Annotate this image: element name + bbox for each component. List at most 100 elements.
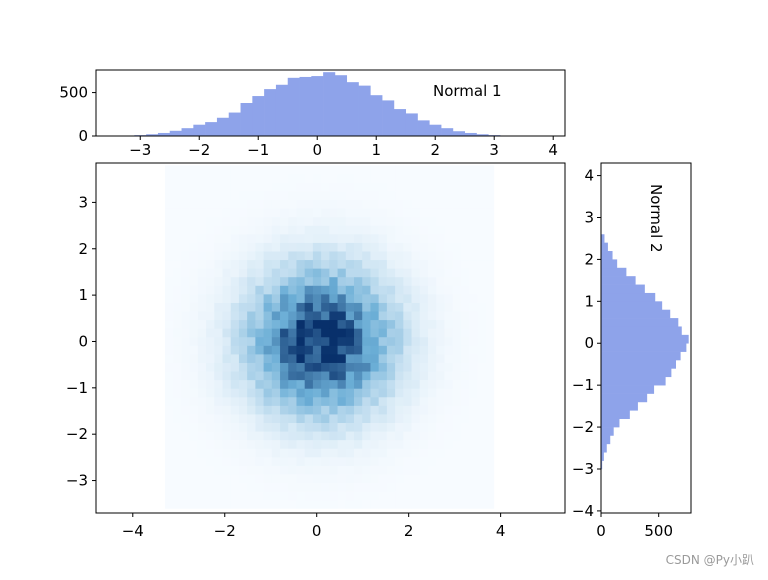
heatmap-cell <box>247 500 256 509</box>
heatmap-cell <box>354 182 363 191</box>
heatmap-cell <box>428 260 437 269</box>
heatmap-cell <box>206 345 215 354</box>
heatmap-cell <box>272 165 281 174</box>
heatmap-cell <box>420 277 429 286</box>
heatmap-cell <box>362 294 371 303</box>
heatmap-cell <box>461 208 470 217</box>
heatmap-cell <box>370 474 379 483</box>
heatmap-cell <box>223 465 232 474</box>
heatmap-cell <box>173 405 182 414</box>
right-histogram-bar <box>601 435 610 444</box>
heatmap-cell <box>280 251 289 260</box>
heatmap-cell <box>181 225 190 234</box>
heatmap-cell <box>206 337 215 346</box>
heatmap-cell <box>181 491 190 500</box>
heatmap-cell <box>280 268 289 277</box>
heatmap-cell <box>239 448 248 457</box>
heatmap-cell <box>461 491 470 500</box>
heatmap-cell <box>477 405 486 414</box>
heatmap-cell <box>453 303 462 312</box>
heatmap-cell <box>173 380 182 389</box>
heatmap-cell <box>428 354 437 363</box>
heatmap-cell <box>190 311 199 320</box>
heatmap-cell <box>198 294 207 303</box>
heatmap-cell <box>288 311 297 320</box>
top-y-tick-label: 500 <box>59 84 88 102</box>
heatmap-cell <box>321 337 330 346</box>
heatmap-cell <box>264 260 273 269</box>
heatmap-cell <box>198 217 207 226</box>
heatmap-cell <box>313 337 322 346</box>
heatmap-cell <box>288 285 297 294</box>
heatmap-cell <box>338 500 347 509</box>
heatmap-cell <box>420 380 429 389</box>
heatmap-cell <box>223 423 232 432</box>
heatmap-cell <box>231 328 240 337</box>
heatmap-cell <box>239 208 248 217</box>
heatmap-cell <box>280 277 289 286</box>
heatmap-cell <box>453 328 462 337</box>
heatmap-cell <box>280 423 289 432</box>
heatmap-cell <box>255 260 264 269</box>
heatmap-cell <box>395 431 404 440</box>
heatmap-cell <box>453 500 462 509</box>
heatmap-cell <box>214 431 223 440</box>
heatmap-cell <box>321 500 330 509</box>
heatmap-cell <box>412 260 421 269</box>
heatmap-cell <box>231 320 240 329</box>
heatmap-cell <box>346 294 355 303</box>
heatmap-cell <box>387 165 396 174</box>
heatmap-cell <box>469 191 478 200</box>
heatmap-cell <box>239 465 248 474</box>
heatmap-cell <box>395 440 404 449</box>
heatmap-cell <box>165 285 174 294</box>
heatmap-cell <box>420 311 429 320</box>
heatmap-cell <box>387 474 396 483</box>
heatmap-cell <box>338 191 347 200</box>
heatmap-cell <box>379 423 388 432</box>
heatmap-cell <box>362 363 371 372</box>
heatmap-cell <box>477 200 486 209</box>
heatmap-cell <box>296 423 305 432</box>
heatmap-cell <box>403 423 412 432</box>
heatmap-cell <box>461 260 470 269</box>
heatmap-cell <box>223 363 232 372</box>
heatmap-cell <box>264 448 273 457</box>
heatmap-cell <box>296 491 305 500</box>
heatmap-cell <box>379 483 388 492</box>
heatmap-cell <box>214 174 223 183</box>
heatmap-cell <box>379 491 388 500</box>
heatmap-cell <box>288 457 297 466</box>
heatmap-cell <box>313 208 322 217</box>
heatmap-cell <box>313 465 322 474</box>
heatmap-cell <box>305 285 314 294</box>
top-histogram-bar <box>441 128 453 136</box>
heatmap-cell <box>321 474 330 483</box>
heatmap-cell <box>214 328 223 337</box>
heatmap-cell <box>206 217 215 226</box>
heatmap-cell <box>272 200 281 209</box>
heatmap-cell <box>461 294 470 303</box>
heatmap-y-tick-label: 2 <box>78 240 88 258</box>
heatmap-cell <box>173 277 182 286</box>
heatmap-cell <box>412 388 421 397</box>
heatmap-cell <box>272 268 281 277</box>
heatmap-cell <box>264 414 273 423</box>
heatmap-cell <box>370 294 379 303</box>
heatmap-cell <box>387 225 396 234</box>
heatmap-cell <box>370 260 379 269</box>
heatmap-cell <box>198 182 207 191</box>
heatmap-cell <box>296 251 305 260</box>
heatmap-cell <box>181 414 190 423</box>
heatmap-cell <box>428 465 437 474</box>
heatmap-cell <box>264 483 273 492</box>
heatmap-cell <box>329 200 338 209</box>
heatmap-cell <box>181 388 190 397</box>
heatmap-cell <box>313 431 322 440</box>
heatmap-cell <box>329 405 338 414</box>
heatmap-cell <box>206 483 215 492</box>
heatmap-cell <box>272 448 281 457</box>
heatmap-cell <box>486 448 495 457</box>
heatmap-cell <box>453 191 462 200</box>
heatmap-cell <box>428 448 437 457</box>
